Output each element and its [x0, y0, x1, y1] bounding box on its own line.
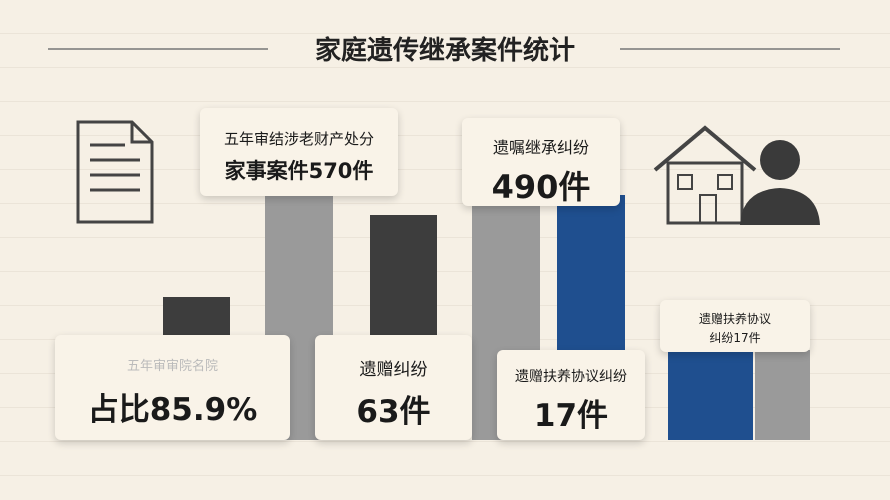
card-value: 63件 — [356, 394, 431, 430]
card: 遗赠扶养协议 纠纷17件 — [660, 300, 810, 352]
card-caption: 遗赠扶养协议 — [698, 312, 771, 326]
house-icon — [653, 125, 820, 225]
bar — [668, 350, 753, 440]
card: 遗赠纠纷 63件 — [315, 335, 472, 440]
card: 五年审审院名院 占比85.9% — [55, 335, 290, 440]
card-caption: 遗嘱继承纠纷 — [492, 138, 589, 157]
card: 遗赠扶养协议纠纷 17件 — [497, 350, 645, 440]
bar — [163, 297, 230, 337]
card: 五年审结涉老财产处分 家事案件570件 — [200, 108, 398, 196]
document-icon — [76, 120, 154, 224]
card-value: 纠纷17件 — [709, 331, 761, 345]
title: 家庭遗传继承案件统计 — [314, 36, 575, 66]
card-caption: 遗赠纠纷 — [359, 360, 428, 380]
card-caption: 五年审结涉老财产处分 — [223, 130, 374, 148]
card-value: 17件 — [533, 398, 609, 434]
card-caption: 五年审审院名院 — [126, 359, 218, 374]
bar — [370, 215, 437, 337]
bar — [755, 350, 810, 440]
card-value: 家事案件570件 — [224, 159, 374, 183]
card-caption: 遗赠扶养协议纠纷 — [515, 369, 627, 385]
card-value: 占比85.9% — [87, 392, 258, 428]
card: 遗嘱继承纠纷 490件 — [462, 118, 620, 206]
card-value: 490件 — [491, 168, 591, 206]
